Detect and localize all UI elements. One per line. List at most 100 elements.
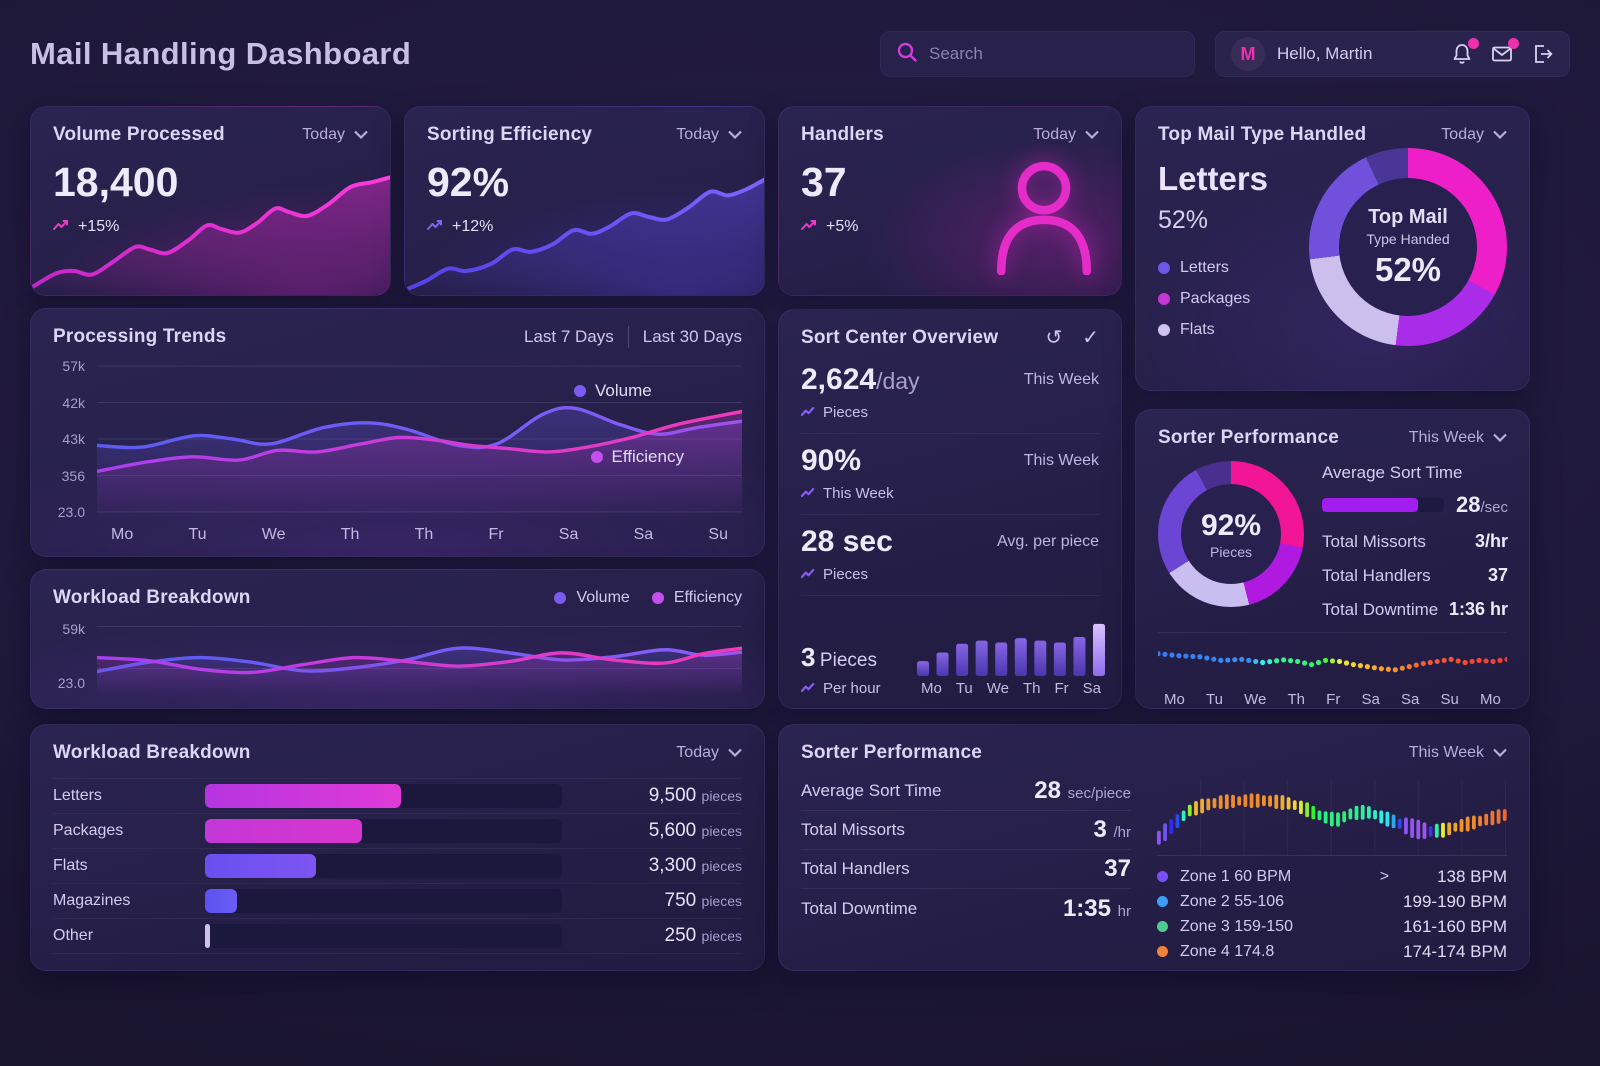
card-sorter-performance-week: Sorter Performance This Week 92% Pieces	[1135, 409, 1530, 709]
trend-up-icon	[800, 404, 815, 421]
volume-value: 18,400	[53, 159, 179, 205]
chevron-right-icon[interactable]: >	[1379, 867, 1390, 885]
axis-label: We	[1244, 691, 1267, 708]
zone-dot	[1157, 921, 1168, 932]
bar-track	[205, 889, 562, 913]
card-title: Workload Breakdown	[53, 742, 251, 763]
notifications-bell-icon[interactable]	[1450, 38, 1479, 66]
axis-label: Sa	[633, 526, 654, 543]
volume-dot	[554, 592, 567, 605]
chevron-down-icon	[1085, 126, 1099, 144]
bar-fill	[205, 854, 316, 878]
axis-label: Sa	[1361, 691, 1380, 708]
search-input[interactable]	[929, 44, 1179, 64]
bar-track	[205, 854, 562, 878]
daily-bars-chart: Mo Tu We Th Fr Sa	[917, 610, 1105, 697]
person-icon	[989, 155, 1099, 276]
legend-volume: Volume	[554, 589, 630, 607]
axis-label: Th	[414, 526, 434, 543]
workload-bar-row-other: Other 250 pieces	[53, 919, 742, 954]
tab-divider	[627, 326, 629, 348]
axis-label: Mo	[1480, 691, 1501, 708]
efficiency-sparkline	[405, 175, 764, 295]
efficiency-dot	[651, 592, 664, 605]
bar-track	[205, 924, 562, 948]
sorter-bottom-stat-row: Total Downtime 1:35 hr	[801, 894, 1131, 922]
card-title: Volume Processed	[53, 124, 225, 145]
volume-sparkline	[31, 175, 390, 295]
y-axis-labels: 57k 42k 43k 356 23.0	[53, 358, 97, 520]
period-dropdown[interactable]: Today	[1441, 126, 1507, 144]
chevron-down-icon	[1493, 126, 1507, 144]
axis-label: Flats	[1180, 321, 1215, 338]
axis-label: Fr	[1054, 680, 1069, 697]
bar-x-labels: Mo Tu We Th Fr Sa	[917, 676, 1105, 697]
chevron-down-icon	[354, 126, 368, 144]
top-type-pct: 52%	[1158, 206, 1209, 234]
chevron-down-icon	[728, 126, 742, 144]
card-sort-center-overview: Sort Center Overview ↺ ✓ 2,624/day Piece…	[778, 309, 1122, 709]
top-type-value: Letters	[1158, 160, 1269, 197]
axis-label: Fr	[1326, 691, 1341, 708]
legend-efficiency: Efficiency	[651, 589, 742, 607]
workload-trend-plot	[97, 617, 742, 696]
card-title: Sorter Performance	[1158, 427, 1340, 448]
sorter-bottom-stat-row: Total Missorts 3 /hr	[801, 811, 1131, 850]
card-title: Top Mail Type Handled	[1158, 124, 1367, 145]
period-dropdown[interactable]: Today	[676, 126, 742, 144]
donut-center-value: 92%	[1200, 508, 1262, 542]
sorter-bottom-stat-row: Average Sort Time 28 sec/piece	[801, 772, 1131, 811]
axis-label: Mo	[1164, 691, 1185, 708]
period-dropdown[interactable]: This Week	[1409, 429, 1507, 447]
avg-sort-time-progress	[1322, 498, 1444, 512]
refresh-icon[interactable]: ↺	[1045, 327, 1063, 349]
workload-bar-row-flats: Flats 3,300 pieces	[53, 849, 742, 884]
sorter-week-stat-row: Total Missorts 3/hr	[1322, 531, 1508, 551]
trend-up-icon	[800, 566, 815, 583]
legend-efficiency: Efficiency	[590, 447, 684, 467]
logout-icon[interactable]	[1530, 42, 1554, 66]
period-dropdown[interactable]: Today	[302, 126, 368, 144]
period-dropdown[interactable]: This Week	[1409, 744, 1507, 762]
axis-label: Su	[708, 526, 728, 543]
legend-dot	[1158, 293, 1170, 305]
card-top-mail-type: Top Mail Type Handled Today Letters 52% …	[1135, 106, 1530, 391]
axis-label: We	[261, 526, 286, 543]
bar-fill	[205, 924, 211, 948]
messages-mail-icon[interactable]	[1490, 38, 1519, 66]
trend-up-icon	[53, 218, 69, 236]
card-title: Workload Breakdown	[53, 587, 251, 609]
bar-track	[205, 784, 562, 808]
volume-dot	[574, 384, 586, 397]
tab-last-7-days[interactable]: Last 7 Days	[524, 327, 614, 346]
axis-label: 57k	[62, 358, 85, 374]
top-mail-donut-chart: Top Mail Type Handed 52%	[1309, 148, 1507, 346]
axis-label: Th	[1287, 691, 1306, 708]
trend-up-icon	[427, 218, 443, 236]
axis-label: Mo	[111, 526, 134, 543]
axis-label: Sa	[558, 526, 579, 543]
zone-dot	[1157, 896, 1168, 907]
x-axis-labels: Mo Tu We Th Th Fr Sa Sa Su	[97, 520, 742, 544]
axis-label: Tu	[1206, 691, 1223, 708]
message-badge	[1508, 38, 1519, 49]
bar-track	[205, 819, 562, 843]
axis-label: Su	[1440, 691, 1459, 708]
axis-label: Th	[1022, 680, 1041, 697]
chevron-down-icon	[1493, 429, 1507, 447]
avatar[interactable]: M	[1231, 37, 1265, 71]
search-box[interactable]	[880, 31, 1195, 77]
period-dropdown[interactable]: Today	[1033, 126, 1099, 144]
zone-row-3: Zone 3 159-150 161-160 BPM	[1157, 914, 1507, 939]
axis-label: 43k	[62, 431, 85, 447]
tab-last-30-days[interactable]: Last 30 Days	[642, 327, 742, 346]
card-processing-trends: Processing Trends Last 7 Days Last 30 Da…	[30, 308, 765, 558]
check-icon[interactable]: ✓	[1082, 327, 1099, 349]
pieces-per-hour-value: 3	[801, 642, 816, 672]
card-sorter-performance-bottom: Sorter Performance This Week Average Sor…	[778, 724, 1530, 971]
sorter-bottom-stat-row: Total Handlers 37	[801, 850, 1131, 889]
axis-label: 23.0	[57, 675, 85, 692]
donut-center-line2: Type Handed	[1366, 230, 1450, 247]
card-title: Handlers	[801, 124, 884, 145]
period-dropdown[interactable]: Today	[676, 744, 742, 762]
